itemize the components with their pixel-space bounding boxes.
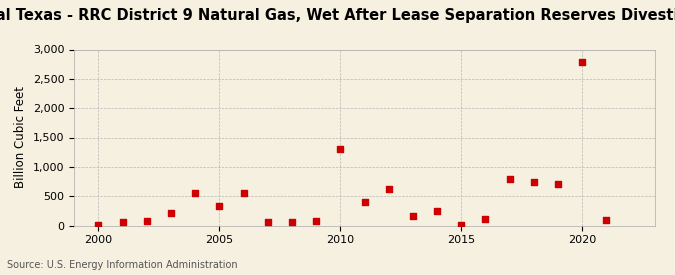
Point [432, 209, 443, 214]
Text: Annual Texas - RRC District 9 Natural Gas, Wet After Lease Separation Reserves D: Annual Texas - RRC District 9 Natural Ga… [0, 8, 675, 23]
Point [383, 186, 394, 191]
Point [504, 176, 515, 181]
Point [553, 182, 564, 187]
Point [165, 210, 176, 215]
Point [263, 220, 273, 224]
Point [577, 60, 588, 65]
Point [529, 179, 539, 184]
Point [93, 223, 104, 227]
Point [287, 220, 298, 224]
Point [480, 217, 491, 221]
Point [214, 203, 225, 208]
Y-axis label: Billion Cubic Feet: Billion Cubic Feet [14, 87, 28, 188]
Point [117, 220, 128, 224]
Point [310, 219, 321, 223]
Point [142, 219, 153, 223]
Point [335, 147, 346, 152]
Point [601, 218, 612, 222]
Text: Source: U.S. Energy Information Administration: Source: U.S. Energy Information Administ… [7, 260, 238, 270]
Point [456, 223, 466, 227]
Point [408, 214, 418, 218]
Point [190, 191, 200, 195]
Point [238, 191, 249, 195]
Point [359, 200, 370, 204]
